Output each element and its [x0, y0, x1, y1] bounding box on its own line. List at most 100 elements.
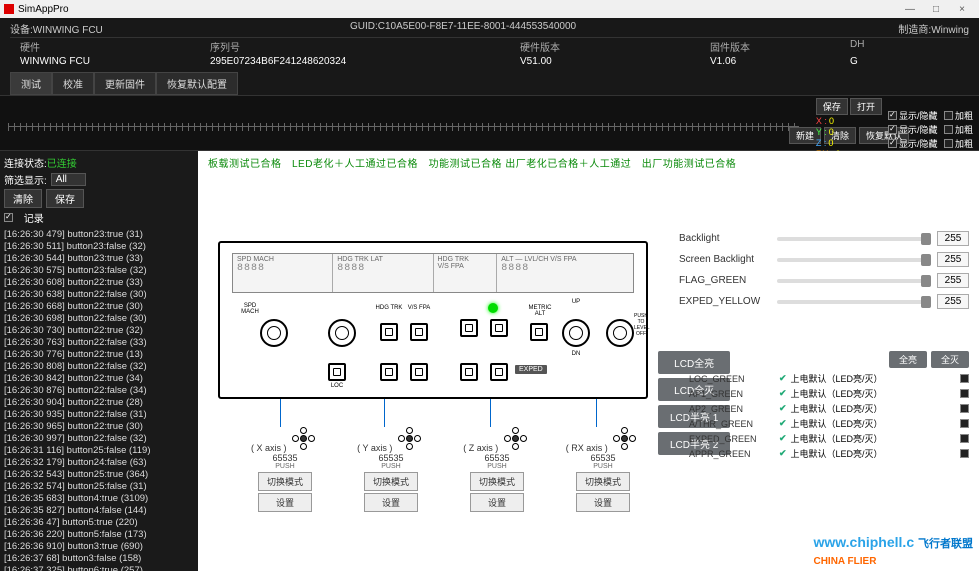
btn-hdgtrk[interactable]: [380, 323, 398, 341]
filter-label: 筛选显示:: [4, 172, 47, 187]
btn-ap[interactable]: [460, 319, 478, 337]
col-sn: 序列号: [210, 38, 520, 55]
axis-y-set[interactable]: 设置: [364, 493, 418, 512]
axis-x: ( X axis ) 65535 PUSH 切换模式 设置: [240, 427, 330, 514]
ruler[interactable]: [8, 126, 799, 140]
cb-record[interactable]: [4, 213, 13, 222]
log-line: [16:26:31 116] button25:false (119): [4, 445, 194, 457]
log-line: [16:26:30 808] button22:false (32): [4, 361, 194, 373]
z-label: Z :: [816, 138, 827, 148]
min-button[interactable]: —: [897, 4, 923, 15]
btn-loc[interactable]: [328, 363, 346, 381]
maker-label: 制造商:Winwing: [780, 20, 969, 37]
line: [280, 399, 281, 427]
slider-s3-track[interactable]: [777, 279, 931, 283]
tab-reset[interactable]: 恢复默认配置: [156, 72, 238, 95]
y-val: 0: [829, 127, 834, 137]
btn-metric[interactable]: [530, 323, 548, 341]
btn-vsfpa[interactable]: [410, 323, 428, 341]
exped-label: EXPED: [515, 365, 547, 374]
check-icon: ✔: [779, 403, 787, 414]
led-all-off[interactable]: 全灭: [931, 351, 969, 368]
close-button[interactable]: ×: [949, 4, 975, 15]
log-line: [16:26:32 574] button25:false (31): [4, 481, 194, 493]
led-cb[interactable]: [960, 374, 969, 383]
slider-s3-val: 255: [937, 273, 969, 288]
btn-ap1[interactable]: [380, 363, 398, 381]
x-label: X :: [816, 116, 827, 126]
axis-x-set[interactable]: 设置: [258, 493, 312, 512]
log-line: [16:26:35 683] button4:true (3109): [4, 493, 194, 505]
btn-exped[interactable]: [460, 363, 478, 381]
led-cb[interactable]: [960, 404, 969, 413]
led-cb[interactable]: [960, 419, 969, 428]
line: [490, 399, 491, 427]
btn-ap2[interactable]: [410, 363, 428, 381]
log-line: [16:26:32 179] button24:false (63): [4, 457, 194, 469]
tab-test[interactable]: 测试: [10, 72, 52, 95]
cb-x-show[interactable]: [888, 111, 897, 120]
val-hv: V51.00: [520, 55, 710, 68]
knob-spd[interactable]: [260, 319, 288, 347]
slider-s2-val: 255: [937, 252, 969, 267]
save-button[interactable]: 保存: [46, 189, 84, 208]
log-line: [16:26:36 47] button5:true (220): [4, 517, 194, 529]
knob-hdg[interactable]: [328, 319, 356, 347]
btn-athr[interactable]: [490, 319, 508, 337]
slider-s2-track[interactable]: [777, 258, 931, 262]
log-line: [16:26:30 730] button22:true (32): [4, 325, 194, 337]
device-header: 设备:WINWING FCU GUID:C10A5E00-F8E7-11EE-8…: [0, 18, 979, 95]
ruler-open[interactable]: 打开: [850, 98, 882, 115]
knob-alt[interactable]: [562, 319, 590, 347]
axis-x-mode[interactable]: 切换模式: [258, 472, 312, 491]
cb-y-show[interactable]: [888, 125, 897, 134]
log-line: [16:26:30 511] button23:false (32): [4, 241, 194, 253]
max-button[interactable]: □: [923, 4, 949, 15]
slider-s4-track[interactable]: [777, 300, 931, 304]
led-cb[interactable]: [960, 434, 969, 443]
ruler-save[interactable]: 保存: [816, 98, 848, 115]
axis-z-mode[interactable]: 切换模式: [470, 472, 524, 491]
slider-s4-val: 255: [937, 294, 969, 309]
axis-y-mode[interactable]: 切换模式: [364, 472, 418, 491]
tab-calib[interactable]: 校准: [52, 72, 94, 95]
check-icon: ✔: [779, 448, 787, 459]
axis-rx-set[interactable]: 设置: [576, 493, 630, 512]
record-label: 记录: [24, 210, 44, 225]
conn-value: 已连接: [47, 159, 77, 170]
log-line: [16:26:30 479] button23:true (31): [4, 229, 194, 241]
tab-bar: 测试 校准 更新固件 恢复默认配置: [10, 72, 969, 95]
fcu-panel: SPD MACH8888 HDG TRK LAT8888 HDG TRKV/S …: [218, 241, 648, 399]
axis-z-set[interactable]: 设置: [470, 493, 524, 512]
check-icon: ✔: [779, 373, 787, 384]
led-cb[interactable]: [960, 389, 969, 398]
slider-s1-track[interactable]: [777, 237, 931, 241]
cb-z-show[interactable]: [888, 139, 897, 148]
vs-fpa-label: V/S FPA: [438, 263, 493, 270]
titlebar: SimAppPro — □ ×: [0, 0, 979, 18]
tab-fw[interactable]: 更新固件: [94, 72, 156, 95]
log-line: [16:26:30 668] button22:true (30): [4, 301, 194, 313]
col-hw: 硬件: [10, 38, 210, 55]
axis-rx-mode[interactable]: 切换模式: [576, 472, 630, 491]
filter-select[interactable]: All: [51, 173, 86, 186]
conn-label: 连接状态:: [4, 159, 47, 170]
slider-panel: Backlight 255 Screen Backlight 255 FLAG_…: [679, 231, 969, 315]
clear-button[interactable]: 清除: [4, 189, 42, 208]
led-all-on[interactable]: 全亮: [889, 351, 927, 368]
slider-s2: Screen Backlight 255: [679, 252, 969, 267]
log-line: [16:26:30 904] button22:true (28): [4, 397, 194, 409]
right-panel: 板载测试已合格 LED老化＋人工通过已合格 功能测试已合格 出厂老化已合格＋人工…: [198, 151, 979, 571]
hdg-trk-label: HDG TRK: [438, 256, 493, 263]
led-row: AP1_GREEN ✔ 上电默认（LED亮/灭）: [689, 387, 969, 400]
cb-x-bold[interactable]: [944, 111, 953, 120]
btn-appr[interactable]: [490, 363, 508, 381]
knob-vs[interactable]: [606, 319, 634, 347]
led-cb[interactable]: [960, 449, 969, 458]
log-line: [16:26:30 935] button22:false (31): [4, 409, 194, 421]
cb-z-bold[interactable]: [944, 139, 953, 148]
status-line: 板载测试已合格 LED老化＋人工通过已合格 功能测试已合格 出厂老化已合格＋人工…: [208, 155, 736, 170]
cb-y-bold[interactable]: [944, 125, 953, 134]
led-row: LOC_GREEN ✔ 上电默认（LED亮/灭）: [689, 372, 969, 385]
led-row: AP2_GREEN ✔ 上电默认（LED亮/灭）: [689, 402, 969, 415]
